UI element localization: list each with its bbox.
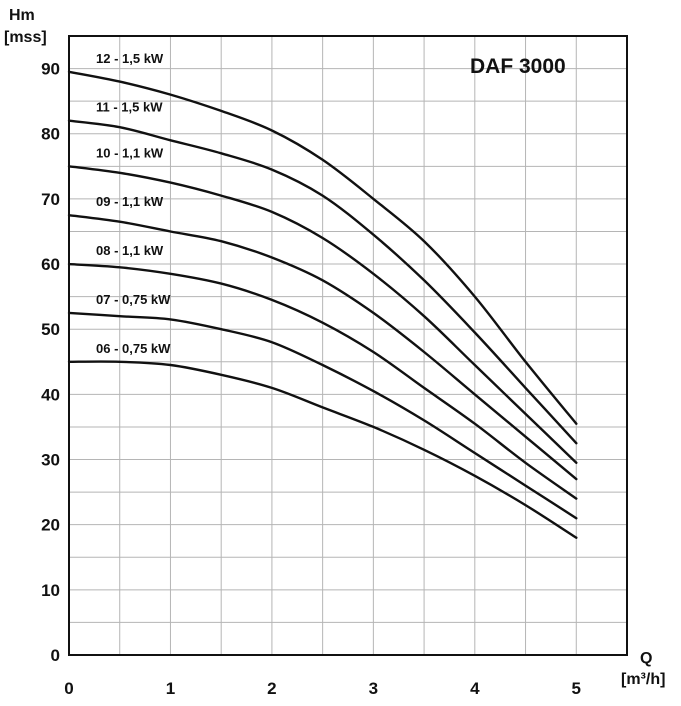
x-tick-label: 3 [369,679,378,698]
x-tick-label: 5 [572,679,581,698]
y-tick-label: 50 [41,320,60,339]
series-label: 07 - 0,75 kW [96,292,171,307]
series-label: 08 - 1,1 kW [96,243,164,258]
series-curve [67,311,578,520]
series-curve [67,165,578,464]
series-labels: 12 - 1,5 kW 11 - 1,5 kW 10 - 1,1 kW 09 - 1,… [96,51,171,356]
series-label: 06 - 0,75 kW [96,341,171,356]
series-curve [67,360,578,539]
series-curve [67,119,578,445]
plot-frame [68,35,628,656]
x-axis-label-line2: [m³/h] [621,671,665,688]
y-axis-label-line2: [mss] [4,29,47,46]
y-tick-label: 80 [41,125,60,144]
x-tick-label: 2 [267,679,276,698]
series-label: 12 - 1,5 kW [96,51,164,66]
y-tick-label: 30 [41,451,60,470]
series-curve [67,70,578,425]
series-label: 09 - 1,1 kW [96,194,164,209]
y-tick-label: 10 [41,581,60,600]
chart-title: DAF 3000 [470,55,566,78]
y-tick-label: 70 [41,190,60,209]
y-tick-label: 60 [41,255,60,274]
series-curve [67,214,578,481]
y-tick-label: 90 [41,60,60,79]
x-tick-label: 0 [64,679,73,698]
x-axis-label-line1: Q [640,650,652,667]
x-tick-labels: 0 1 2 3 4 5 [64,679,581,698]
y-tick-label: 0 [51,646,60,665]
y-tick-label: 20 [41,516,60,535]
y-tick-label: 40 [41,385,60,404]
curves [67,70,578,539]
grid [69,36,627,655]
series-label: 10 - 1,1 kW [96,145,164,160]
y-axis-label-line1: Hm [9,7,35,24]
series-curve [67,262,578,500]
y-tick-labels: 0 10 20 30 40 50 60 70 80 90 [41,60,60,665]
series-label: 11 - 1,5 kW [96,100,163,115]
x-tick-label: 4 [470,679,480,698]
x-tick-label: 1 [166,679,175,698]
